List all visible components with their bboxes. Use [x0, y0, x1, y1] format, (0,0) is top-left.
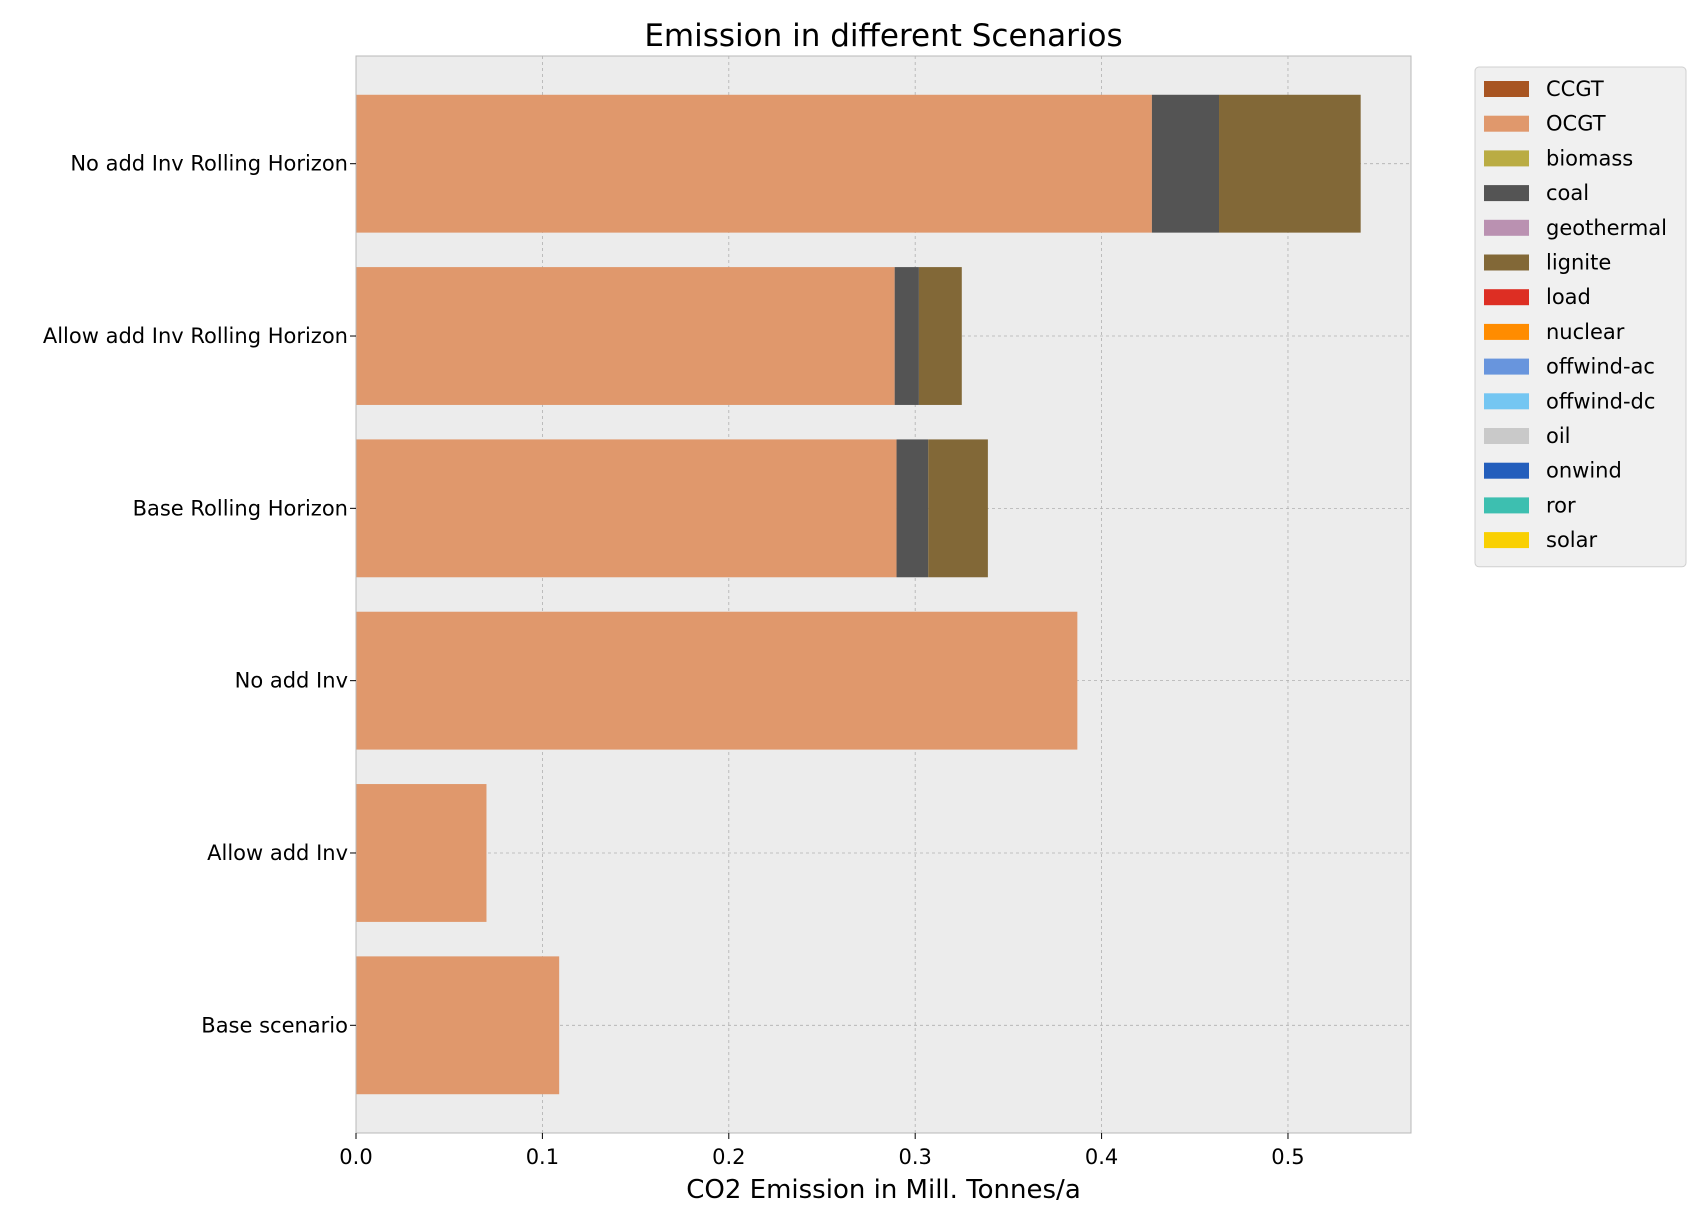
- legend-item: geothermal: [1484, 216, 1667, 240]
- legend-label: geothermal: [1546, 216, 1667, 240]
- legend-label: nuclear: [1546, 320, 1625, 344]
- x-tick-label: 0.1: [526, 1145, 559, 1169]
- legend-label: oil: [1546, 424, 1571, 448]
- legend-swatch: [1484, 289, 1529, 306]
- y-tick-label: No add Inv Rolling Horizon: [70, 152, 348, 176]
- legend-swatch: [1484, 532, 1529, 549]
- legend-label: coal: [1546, 181, 1589, 205]
- legend-item: offwind-ac: [1484, 355, 1655, 379]
- legend-item: nuclear: [1484, 320, 1625, 344]
- legend-label: ror: [1546, 493, 1576, 517]
- x-tick-label: 0.2: [712, 1145, 745, 1169]
- legend-swatch: [1484, 462, 1529, 479]
- y-tick-label: Base scenario: [201, 1013, 348, 1037]
- y-tick-label: Allow add Inv Rolling Horizon: [43, 324, 348, 348]
- bars: [356, 94, 1361, 1095]
- legend-swatch: [1484, 81, 1529, 97]
- bar-ocgt: [356, 267, 895, 405]
- bar-ocgt: [356, 611, 1078, 750]
- x-tick-label: 0.0: [339, 1145, 372, 1169]
- bar-ocgt: [356, 439, 897, 578]
- legend-label: load: [1546, 285, 1591, 309]
- chart-title: Emission in different Scenarios: [644, 18, 1122, 54]
- x-axis: 0.0 0.1 0.2 0.3 0.4 0.5: [339, 1133, 1305, 1169]
- legend-swatch: [1484, 185, 1529, 202]
- legend-swatch: [1484, 115, 1529, 132]
- legend-label: offwind-dc: [1546, 389, 1655, 413]
- legend-label: solar: [1546, 528, 1597, 552]
- bar-lignite: [1219, 94, 1361, 233]
- bar-coal: [894, 267, 919, 405]
- legend-label: onwind: [1546, 459, 1622, 483]
- legend-label: CCGT: [1546, 77, 1604, 101]
- legend-swatch: [1484, 358, 1529, 375]
- plot-area: [356, 56, 1411, 1133]
- x-axis-label: CO2 Emission in Mill. Tonnes/a: [686, 1175, 1081, 1200]
- legend-box: [1474, 66, 1687, 568]
- legend-label: lignite: [1546, 251, 1611, 275]
- plot-frame: [355, 55, 1412, 1134]
- legend-item: load: [1484, 285, 1591, 309]
- legend-item: offwind-dc: [1484, 389, 1655, 413]
- legend-item: OCGT: [1484, 112, 1606, 136]
- bar-coal: [896, 439, 929, 578]
- bar-ocgt: [356, 956, 560, 1095]
- legend-item: ror: [1484, 493, 1576, 517]
- legend-label: OCGT: [1546, 112, 1606, 136]
- legend-item: lignite: [1484, 251, 1611, 275]
- y-tick-label: No add Inv: [235, 669, 348, 693]
- y-tick-label: Base Rolling Horizon: [133, 496, 348, 520]
- legend-swatch: [1484, 219, 1529, 236]
- legend-swatch: [1484, 393, 1529, 410]
- x-tick-label: 0.4: [1085, 1145, 1118, 1169]
- y-axis: No add Inv Rolling Horizon Allow add Inv …: [43, 152, 356, 1037]
- y-tick-label: Allow add Inv: [207, 841, 348, 865]
- legend-item: solar: [1484, 528, 1597, 552]
- legend-item: CCGT: [1484, 77, 1604, 101]
- legend-swatch: [1484, 428, 1529, 444]
- x-tick-label: 0.3: [898, 1145, 931, 1169]
- legend-item: biomass: [1484, 146, 1633, 170]
- bar-lignite: [918, 267, 962, 405]
- legend-item: onwind: [1484, 459, 1622, 483]
- x-tick-label: 0.5: [1271, 1145, 1304, 1169]
- legend-item: oil: [1484, 424, 1571, 448]
- legend-swatch: [1484, 254, 1529, 271]
- legend-label: offwind-ac: [1546, 355, 1655, 379]
- bar-coal: [1151, 94, 1220, 233]
- bar-lignite: [928, 439, 988, 578]
- bar-ocgt: [356, 94, 1152, 233]
- legend-label: biomass: [1546, 146, 1633, 170]
- legend-swatch: [1484, 497, 1529, 514]
- bar-ocgt: [356, 784, 487, 922]
- legend-swatch: [1484, 150, 1529, 167]
- legend-swatch: [1484, 323, 1529, 340]
- legend-item: coal: [1484, 181, 1589, 205]
- legend: CCGT OCGT biomass coal geothermal lignite load…: [1474, 66, 1687, 568]
